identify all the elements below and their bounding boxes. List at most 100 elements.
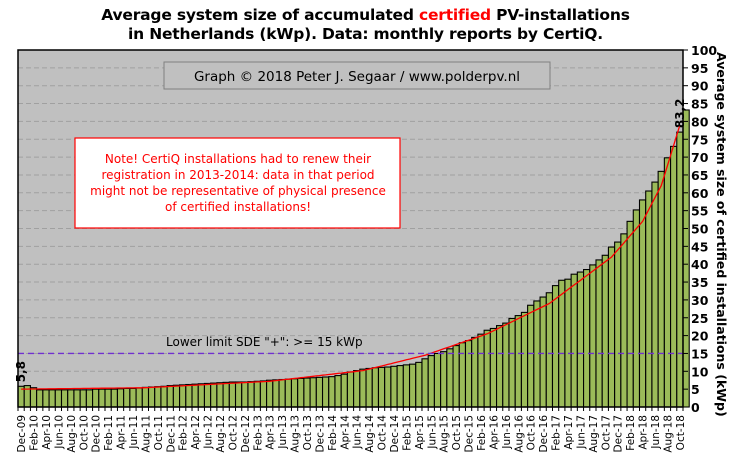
bar (371, 367, 380, 408)
first-value-label: 5,8 (14, 361, 28, 382)
bar (502, 322, 510, 408)
chart-title: Average system size of accumulated certi… (0, 6, 731, 44)
bar (508, 317, 516, 408)
bar (607, 246, 616, 408)
bar (558, 279, 566, 408)
x-tick-label: Apr-11 (116, 415, 128, 450)
bar (42, 389, 50, 408)
y-tick-label: 70 (691, 150, 709, 165)
bar (365, 367, 373, 408)
bar (129, 387, 137, 408)
bar (564, 278, 572, 408)
y-tick-label: 45 (691, 239, 708, 254)
bar (638, 199, 647, 408)
bar (346, 371, 355, 408)
bar (166, 385, 174, 408)
x-tick-label: Dec-17 (613, 415, 625, 452)
bar (135, 387, 143, 408)
bar (203, 382, 212, 408)
bars (17, 109, 690, 408)
bar (79, 389, 87, 408)
bar (210, 382, 218, 408)
y-tick-label: 65 (691, 168, 708, 183)
bar (147, 386, 156, 408)
credit-text: Graph © 2018 Peter J. Segaar / www.polde… (194, 69, 520, 85)
bar (433, 352, 442, 408)
bar (620, 233, 628, 408)
bar (222, 381, 230, 408)
y-tick-label: 40 (691, 257, 709, 272)
x-tick-label: Oct-17 (600, 415, 612, 450)
bar (284, 378, 293, 408)
bar (241, 381, 249, 408)
x-tick-label: Dec-11 (165, 415, 177, 452)
bar (595, 259, 603, 408)
bar (315, 376, 324, 408)
bar (92, 388, 100, 408)
bar (141, 386, 150, 408)
x-tick-label: Feb-16 (476, 415, 488, 451)
bar (110, 388, 118, 408)
x-tick-label: Jun-10 (53, 415, 65, 450)
bar (259, 380, 268, 408)
x-tick-label: Oct-11 (153, 415, 165, 450)
bar (67, 389, 75, 408)
x-tick-label: Dec-15 (464, 415, 476, 452)
bar (471, 336, 479, 408)
bar (421, 358, 429, 408)
bar (645, 190, 653, 408)
y-tick-label: 20 (691, 329, 709, 344)
x-tick-label: Feb-15 (401, 415, 413, 451)
bar (589, 264, 597, 408)
last-value-label: 83,2 (673, 99, 687, 129)
x-tick-label: Feb-10 (29, 415, 41, 451)
bar (290, 378, 299, 408)
bar (309, 377, 317, 408)
bar (390, 365, 398, 408)
x-tick-label: Apr-17 (563, 415, 575, 450)
x-tick-label: Feb-13 (252, 415, 264, 451)
bar (98, 388, 106, 408)
bar (334, 375, 342, 408)
x-tick-label: Dec-09 (16, 415, 28, 452)
x-tick-label: Dec-16 (538, 415, 550, 453)
x-axis: Dec-09 Feb-10 Apr-10 Jun-10 Aug-10 Oct-10 Dec-… (16, 407, 687, 453)
trend-line (21, 124, 681, 390)
bar (657, 170, 665, 408)
bar (29, 387, 38, 408)
x-tick-label: Aug-16 (513, 415, 525, 453)
bar (601, 254, 609, 408)
x-tick-label: Feb-14 (327, 415, 339, 451)
bar (116, 388, 125, 408)
y-tick-label: 25 (691, 311, 708, 326)
y-tick-label: 75 (691, 132, 708, 147)
bar (396, 365, 404, 408)
note-line: Note! CertiQ installations had to renew … (105, 152, 371, 166)
title-part: Average system size of accumulated (101, 6, 419, 24)
note-line: might not be representative of physical … (90, 184, 386, 198)
bar (651, 181, 659, 408)
bar (676, 131, 684, 408)
y-tick-label: 10 (691, 364, 709, 379)
bar (570, 273, 578, 408)
bar (353, 370, 361, 408)
bar (527, 304, 535, 408)
x-tick-label: Jun-13 (277, 415, 289, 450)
bar (483, 329, 491, 408)
y-tick-label: 95 (691, 61, 708, 76)
x-tick-label: Aug-10 (66, 415, 78, 453)
x-tick-label: Jun-14 (352, 415, 364, 450)
bar (54, 389, 63, 408)
y-tick-label: 60 (691, 186, 709, 201)
bar (247, 381, 255, 408)
y-tick-label: 30 (691, 293, 709, 308)
y-tick-label: 100 (691, 43, 717, 58)
bar (458, 342, 467, 408)
bar (514, 315, 522, 408)
bar (234, 381, 243, 408)
bar (545, 292, 554, 408)
bar (446, 348, 454, 408)
x-tick-label: Oct-14 (377, 415, 389, 451)
x-tick-label: Aug-11 (140, 415, 152, 453)
